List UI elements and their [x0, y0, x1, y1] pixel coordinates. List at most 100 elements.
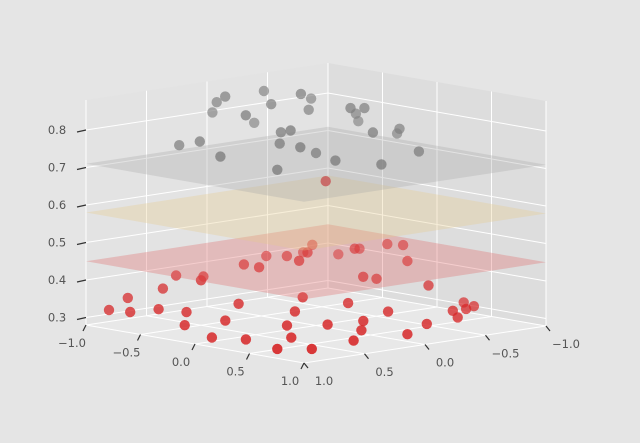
threshold-planes [86, 85, 546, 355]
data-point [342, 297, 354, 309]
grid-line [267, 296, 486, 336]
data-point [306, 343, 317, 355]
data-point [330, 155, 341, 166]
data-point [376, 159, 387, 170]
data-point [238, 259, 250, 270]
grid-line [85, 204, 547, 244]
y-tick [485, 334, 490, 341]
data-point [310, 147, 322, 159]
data-point [413, 146, 425, 157]
data-point [289, 306, 301, 317]
z-tick-label: 0.3 [48, 311, 66, 325]
x-tick-label: 0.5 [226, 365, 244, 379]
y-tick-label: −1.0 [552, 337, 580, 351]
data-point [320, 176, 331, 187]
data-point [303, 104, 314, 116]
data-point [345, 102, 356, 114]
data-point [195, 275, 207, 286]
tick-labels: −1.0 −0.5 0.0 0.5 1.0 −1.0 −0.5 0.0 0.5 1.0 0.3 0.4… [48, 123, 580, 388]
data-point [322, 319, 333, 330]
data-point [302, 247, 313, 258]
data-point [266, 99, 277, 110]
grid-line [85, 92, 547, 132]
y-tick [424, 344, 430, 350]
grid-line [327, 287, 547, 327]
data-point [220, 91, 231, 102]
data-point [272, 343, 283, 355]
data-point [423, 280, 434, 291]
data-point [460, 303, 472, 315]
z-tick [76, 204, 87, 208]
data-point [307, 239, 318, 250]
data-point [286, 332, 297, 343]
x-tick [245, 353, 251, 360]
plane-z-0.58 [86, 175, 546, 251]
axis-ticks [76, 129, 551, 370]
z-tick [76, 241, 87, 246]
data-point [240, 110, 251, 121]
z-tick-label: 0.5 [48, 236, 66, 250]
z-tick-label: 0.7 [48, 161, 66, 175]
data-point [382, 238, 393, 250]
data-point [194, 136, 205, 147]
data-point [281, 320, 293, 331]
z-tick [76, 129, 87, 133]
data-point [447, 305, 458, 316]
data-point [153, 304, 164, 315]
data-point [358, 315, 369, 327]
data-point [122, 292, 133, 304]
x-tick-label: −0.5 [113, 346, 141, 360]
data-point [249, 117, 260, 128]
x-tick [191, 343, 196, 351]
data-point [272, 164, 283, 175]
y-tick-label: 0.5 [375, 365, 393, 379]
data-point [468, 301, 480, 312]
data-point [348, 335, 359, 346]
data-point [281, 250, 293, 262]
data-point [358, 271, 369, 282]
y-tick-label: 1.0 [315, 374, 333, 388]
plane-z-0.71 [86, 126, 546, 202]
z-tick [76, 316, 87, 321]
data-point [402, 255, 413, 267]
data-point [394, 123, 405, 134]
y-tick [303, 362, 309, 369]
data-point [349, 243, 360, 254]
z-tick-label: 0.6 [48, 198, 66, 212]
data-point [233, 298, 244, 309]
data-point [275, 127, 287, 138]
grid-line [85, 129, 547, 169]
data-point [125, 306, 136, 318]
x-tick-label: 1.0 [281, 374, 299, 388]
grid-line [206, 306, 426, 345]
x-tick [136, 334, 142, 341]
y-tick-label: 0.0 [436, 356, 454, 370]
x-tick [82, 324, 87, 332]
data-point [253, 262, 265, 273]
z-tick [76, 166, 87, 171]
data-point [206, 332, 218, 343]
data-point [157, 283, 169, 294]
data-point [402, 329, 413, 340]
data-point [170, 270, 182, 281]
data-point [285, 125, 296, 136]
data-point [371, 273, 382, 284]
data-point [211, 97, 222, 108]
data-point [261, 250, 272, 262]
grid-line [85, 242, 547, 282]
data-point [293, 255, 305, 266]
data-point [382, 306, 394, 317]
data-point [215, 151, 226, 162]
data-point [421, 318, 432, 330]
data-point [367, 127, 379, 138]
data-point [356, 325, 367, 336]
data-point [397, 239, 409, 251]
data-point [240, 334, 252, 345]
x-tick-label: −1.0 [58, 336, 86, 350]
x-tick [300, 362, 305, 370]
data-point [305, 93, 317, 104]
data-point [220, 315, 231, 326]
grid-line [85, 167, 547, 207]
z-tick-label: 0.4 [48, 273, 66, 287]
